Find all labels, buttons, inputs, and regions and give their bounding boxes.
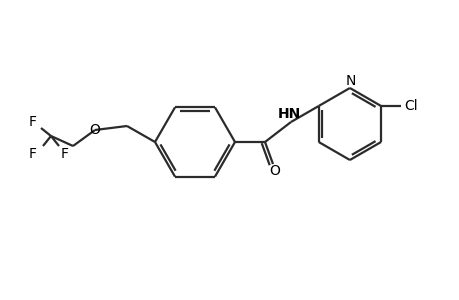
- Text: O: O: [90, 123, 100, 137]
- Text: O: O: [269, 164, 280, 178]
- Text: F: F: [61, 147, 69, 161]
- Text: N: N: [345, 74, 355, 88]
- Text: Cl: Cl: [403, 99, 417, 113]
- Text: F: F: [29, 147, 37, 161]
- Text: F: F: [29, 115, 37, 129]
- Text: HN: HN: [277, 107, 300, 121]
